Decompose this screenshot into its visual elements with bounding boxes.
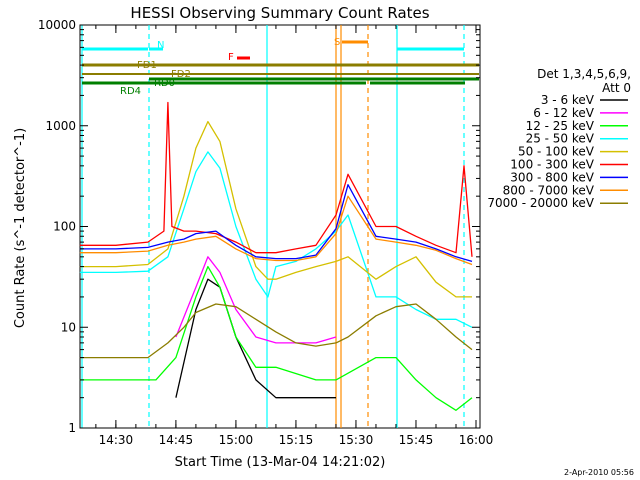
flag-label-n: N — [157, 40, 164, 51]
legend-header-line-1: Det 1,3,4,5,6,9, — [537, 67, 631, 81]
series-line-2 — [80, 267, 472, 411]
footer-date: 2-Apr-2010 05:56 — [564, 468, 634, 477]
x-axis-label: Start Time (13-Mar-04 14:21:02) — [175, 455, 386, 470]
series-line-3 — [80, 152, 472, 327]
series-lines — [80, 103, 472, 411]
flag-bars: NFSFD1FD2RD0RD4 — [82, 37, 479, 97]
legend-label: 7000 - 20000 keV — [487, 196, 594, 210]
legend-label: 6 - 12 keV — [533, 106, 595, 120]
legend-label: 800 - 7000 keV — [503, 183, 595, 197]
y-tick-label: 1 — [68, 421, 76, 435]
series-line-0 — [176, 279, 336, 398]
series-line-5 — [80, 103, 472, 257]
series-line-4 — [80, 122, 472, 297]
flag-label-fd1: FD1 — [137, 60, 157, 71]
y-axis-label: Count Rate (s^-1 detector^-1) — [13, 128, 28, 328]
legend-label: 100 - 300 keV — [510, 158, 594, 172]
legend-header-line-2: Att 0 — [602, 81, 631, 95]
x-tick-label: 15:00 — [219, 433, 254, 447]
y-tick-label: 10 — [61, 320, 76, 334]
y-tick-label: 100 — [53, 220, 76, 234]
y-tick-label: 1000 — [45, 119, 76, 133]
legend-label: 25 - 50 keV — [526, 132, 595, 146]
flag-label-s: S — [334, 37, 340, 48]
x-tick-label: 15:45 — [399, 433, 434, 447]
legend-label: 3 - 6 keV — [541, 93, 595, 107]
legend-label: 12 - 25 keV — [526, 119, 595, 133]
series-line-7 — [80, 196, 472, 264]
series-line-8 — [80, 304, 472, 358]
x-tick-label: 15:15 — [279, 433, 314, 447]
legend: 3 - 6 keV6 - 12 keV12 - 25 keV25 - 50 ke… — [487, 93, 628, 210]
x-tick-label: 14:45 — [159, 433, 194, 447]
count-rate-chart: HESSI Observing Summary Count Rates Coun… — [0, 0, 640, 480]
flag-label-f: F — [228, 52, 234, 63]
legend-label: 50 - 100 keV — [518, 145, 595, 159]
y-axis-label-text: Count Rate (s^-1 detector^-1) — [13, 128, 28, 328]
x-tick-label: 15:30 — [339, 433, 374, 447]
flag-label-rd4: RD4 — [120, 86, 141, 97]
series-line-6 — [80, 185, 472, 262]
legend-label: 300 - 800 keV — [510, 170, 594, 184]
y-tick-label: 10000 — [38, 18, 76, 32]
x-tick-label: 14:30 — [99, 433, 134, 447]
x-tick-label: 16:00 — [459, 433, 494, 447]
chart-title: HESSI Observing Summary Count Rates — [130, 4, 429, 22]
